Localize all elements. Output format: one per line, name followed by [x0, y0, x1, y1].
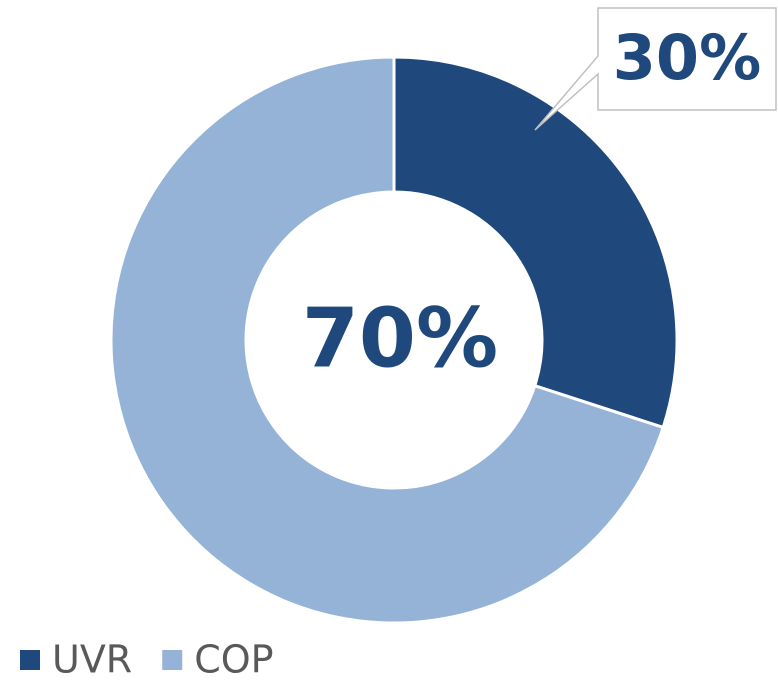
data-label: 30%: [613, 21, 761, 94]
data-label: 70%: [302, 291, 498, 386]
callout-box: [534, 7, 777, 131]
donut-slice: [109, 55, 666, 625]
donut: [109, 55, 679, 625]
legend-swatch: [162, 650, 183, 670]
legend: UVR COP: [20, 638, 274, 682]
legend-label: COP: [194, 638, 273, 682]
donut-slice: [392, 55, 679, 430]
legend-label: UVR: [52, 638, 132, 682]
callout: [534, 7, 777, 131]
legend-swatch: [20, 650, 40, 670]
